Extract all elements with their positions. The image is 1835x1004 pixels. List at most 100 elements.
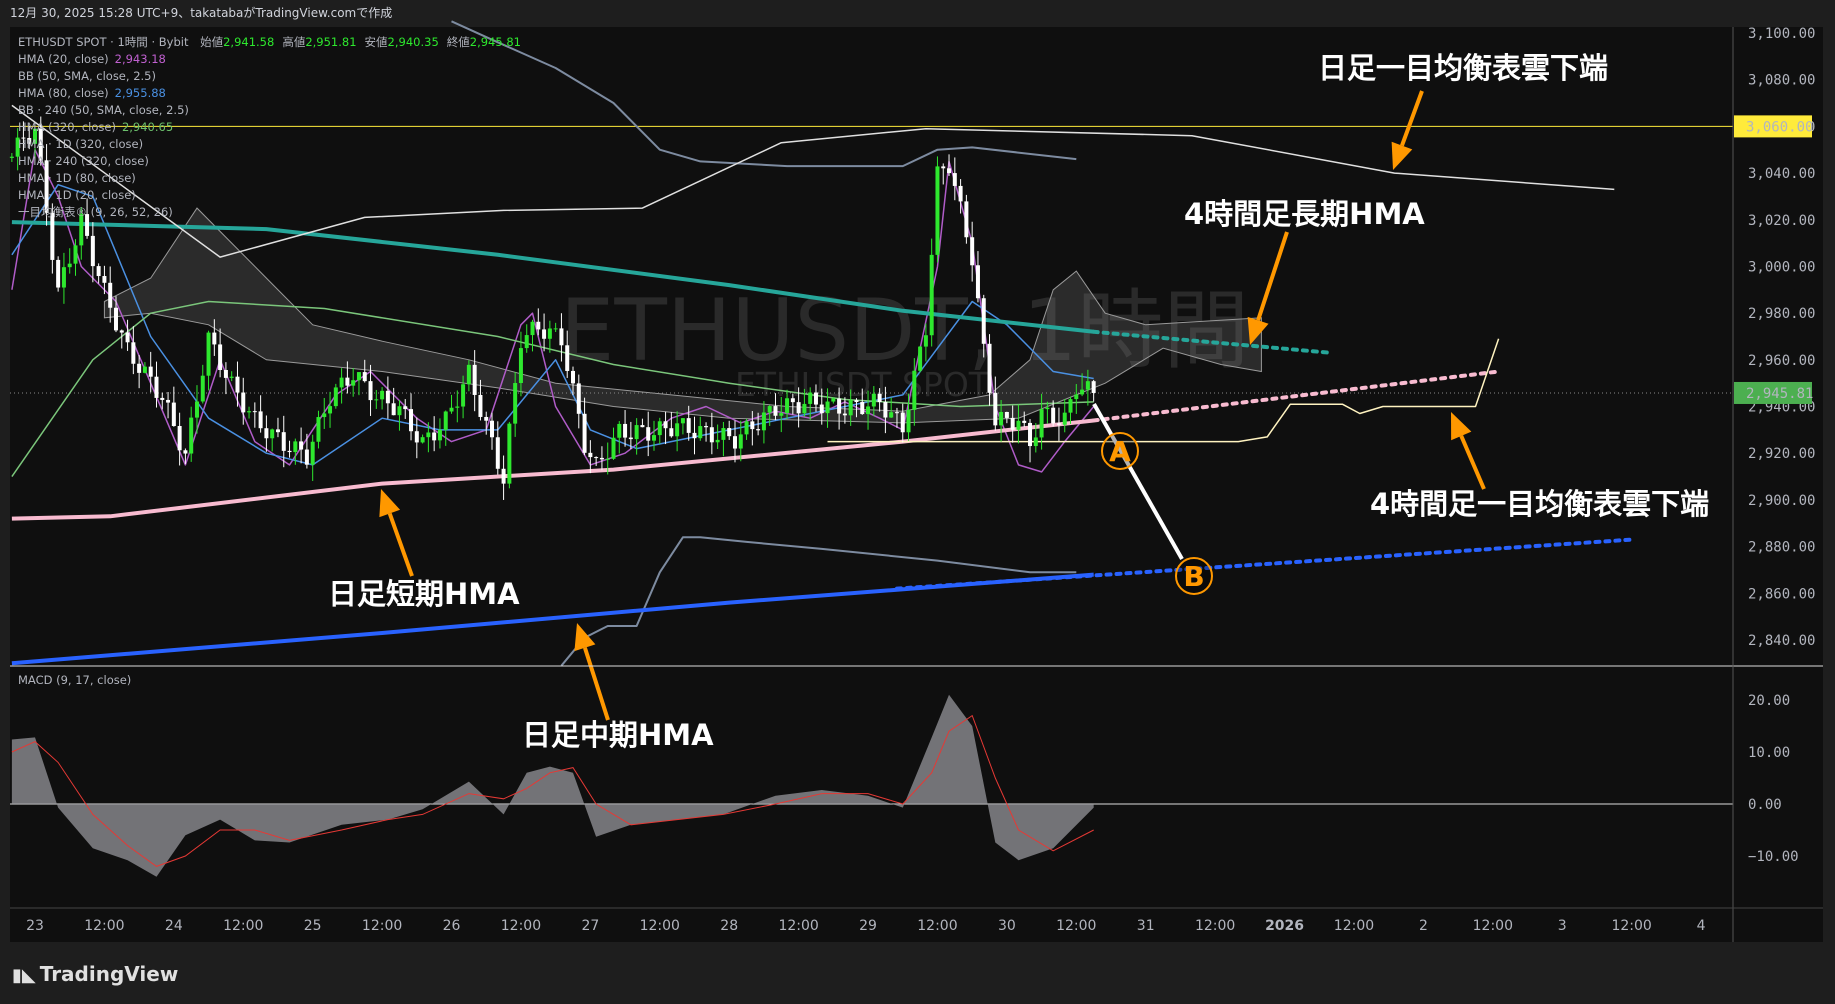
candle-body xyxy=(362,372,367,382)
time-tick: 3 xyxy=(1558,918,1567,934)
candle-body xyxy=(391,403,396,416)
time-tick: 12:00 xyxy=(501,918,541,934)
candle-body xyxy=(177,426,182,451)
candle-body xyxy=(252,411,257,413)
legend-indicator-row[interactable]: BB · 240 (50, SMA, close, 2.5) xyxy=(18,102,521,119)
candle-body xyxy=(90,235,95,267)
legend-ohlc-label: 終値 xyxy=(446,35,470,49)
candle-body xyxy=(912,370,917,410)
candle-body xyxy=(15,137,20,157)
legend-ohlc-value: 2,940.35 xyxy=(387,35,439,49)
label-h4-long-hma: 4時間足長期HMA xyxy=(1184,197,1425,231)
candle-body xyxy=(594,457,599,459)
candle-body xyxy=(779,413,784,416)
candle-body xyxy=(565,345,570,371)
candle-body xyxy=(958,185,963,202)
candle-body xyxy=(56,259,61,288)
legend-indicator-row[interactable]: BB (50, SMA, close, 2.5) xyxy=(18,68,521,85)
candle-body xyxy=(316,417,321,442)
horizontal-line[interactable] xyxy=(10,125,1733,394)
annotation-arrow-icon xyxy=(1391,141,1413,170)
hline-price-badge-bg xyxy=(1734,115,1812,138)
candle-body xyxy=(160,397,165,400)
macd-legend[interactable]: MACD (9, 17, close) xyxy=(18,673,132,687)
legend-indicator-row[interactable]: HMA (20, close) 2,943.18 xyxy=(18,51,521,68)
legend-indicator-row[interactable]: HMA · 240 (320, close) xyxy=(18,153,521,170)
series-projection xyxy=(1091,369,1501,423)
price-tick: 2,980.00 xyxy=(1748,306,1815,322)
time-axis[interactable]: 23 12:00 24 12:00 25 12:00 26 12:00 27 12:00 28 12:… xyxy=(26,918,1706,934)
candle-body xyxy=(466,364,471,385)
indicator-name: HMA (320, close) xyxy=(18,120,116,134)
candle-body xyxy=(1022,420,1027,423)
series-line xyxy=(827,338,1500,443)
candle-body xyxy=(831,398,836,402)
legend-ohlc-label: 安値 xyxy=(364,35,388,49)
scenario-drawing[interactable]: AB xyxy=(379,90,1486,721)
time-tick: 27 xyxy=(581,918,599,934)
annotation-arrow-shaft xyxy=(1256,231,1289,321)
legend-symbol-row[interactable]: ETHUSDT SPOT · 1時間 · Bybit 始値2,941.58 高値2… xyxy=(18,34,521,51)
legend-indicator-row[interactable]: HMA · 1D (80, close) xyxy=(18,170,521,187)
candle-body xyxy=(50,212,55,260)
legend-indicator-row[interactable]: HMA · 1D (320, close) xyxy=(18,136,521,153)
indicator-name: HMA · 1D (20, close) xyxy=(18,188,136,202)
series-line xyxy=(11,418,1094,521)
macd-tick: 10.00 xyxy=(1748,745,1790,761)
candle-body xyxy=(866,406,871,415)
legend-indicator-row[interactable]: HMA (80, close) 2,955.88 xyxy=(18,85,521,102)
legend-ohlc: 始値2,941.58 高値2,951.81 安値2,940.35 終値2,945.81 xyxy=(192,35,521,49)
candle-body xyxy=(634,425,639,440)
candle-body xyxy=(571,370,576,384)
legend-indicator-row[interactable]: HMA (320, close) 2,940.65 xyxy=(18,119,521,136)
time-tick: 12:00 xyxy=(1195,918,1235,934)
candle-body xyxy=(756,429,761,431)
legend-indicator-row[interactable]: HMA · 1D (20, close) xyxy=(18,187,521,204)
time-tick: 4 xyxy=(1697,918,1706,934)
candle-body xyxy=(212,332,217,345)
macd-tick: 20.00 xyxy=(1748,693,1790,709)
price-tick: 3,000.00 xyxy=(1748,259,1815,275)
candle-body xyxy=(490,420,495,438)
candle-body xyxy=(1028,422,1033,447)
candle-body xyxy=(923,335,928,347)
time-tick: 12:00 xyxy=(223,918,263,934)
candle-body xyxy=(646,427,651,441)
price-tick: 2,880.00 xyxy=(1748,540,1815,556)
time-tick: 12:00 xyxy=(1334,918,1374,934)
candle-body xyxy=(385,390,390,404)
candles xyxy=(9,116,1096,500)
macd-tick: −10.00 xyxy=(1748,849,1799,865)
candle-body xyxy=(842,413,847,416)
candle-body xyxy=(947,168,952,174)
candle-body xyxy=(322,413,327,418)
price-axis[interactable]: 3,100.00 3,080.00 3,060.00 3,040.00 3,020.00… xyxy=(1734,26,1815,865)
candle-body xyxy=(727,428,732,437)
candle-body xyxy=(102,276,107,283)
legend-ohlc-label: 高値 xyxy=(282,35,306,49)
candle-body xyxy=(1080,389,1085,395)
candle-body xyxy=(975,265,980,299)
candle-body xyxy=(96,266,101,277)
candle-body xyxy=(536,321,541,330)
legend-indicator-row[interactable]: 一目均衡表® (9, 26, 52, 26) xyxy=(18,204,521,221)
indicator-name: HMA · 240 (320, close) xyxy=(18,154,149,168)
candle-body xyxy=(877,393,882,402)
tradingview-logo[interactable]: ▮◣ TradingView xyxy=(12,962,178,986)
candle-body xyxy=(229,376,234,378)
time-tick: 12:00 xyxy=(1056,918,1096,934)
indicator-value: 2,940.65 xyxy=(121,120,174,134)
candle-body xyxy=(1074,394,1079,400)
candle-body xyxy=(848,400,853,416)
candle-body xyxy=(553,328,558,330)
candle-body xyxy=(472,364,477,395)
series-projection xyxy=(1091,329,1333,355)
candle-body xyxy=(1051,407,1056,424)
indicator-value: 2,943.18 xyxy=(114,52,166,66)
candle-body xyxy=(894,412,899,414)
candle-body xyxy=(1062,412,1067,425)
candle-body xyxy=(455,406,460,408)
candle-body xyxy=(9,156,14,158)
time-tick: 12:00 xyxy=(362,918,402,934)
